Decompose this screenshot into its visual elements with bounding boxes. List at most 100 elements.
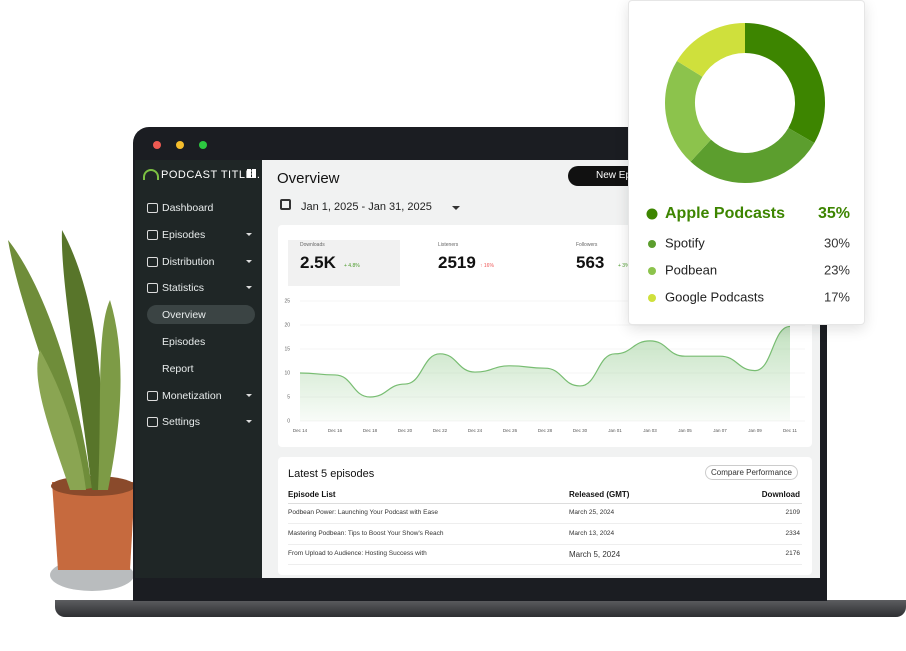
stat-value: 2.5K [300, 253, 336, 272]
x-tick-label: Dec 30 [573, 428, 588, 433]
stat-label: Followers [576, 242, 598, 248]
table-cell: March 13, 2024 [569, 529, 615, 537]
legend-dot [648, 267, 656, 275]
nav-caret [246, 259, 252, 266]
pot [52, 482, 135, 570]
line-area [300, 326, 790, 421]
plant-leaf [61, 230, 103, 490]
table-cell: Podbean Power: Launching Your Podcast wi… [288, 509, 438, 516]
plant [8, 230, 135, 591]
table-cell: From Upload to Audience: Hosting Success… [288, 550, 427, 557]
y-tick-label: 10 [284, 370, 290, 376]
row-rule [288, 523, 802, 524]
nav-caret [246, 420, 252, 426]
nav-item[interactable]: Episodes [162, 228, 206, 241]
date-range[interactable]: Jan 1, 2025 - Jan 31, 2025 [301, 201, 432, 213]
legend-dot [646, 208, 658, 220]
nav-item[interactable]: Episodes [162, 336, 206, 348]
x-tick-label: Dec 14 [293, 428, 308, 433]
stat-highlight [288, 240, 400, 286]
stat-change: ↑ 16% [480, 263, 494, 269]
donut-slice [744, 23, 825, 143]
legend-value: 17% [824, 289, 850, 304]
plant-leaf [37, 350, 86, 490]
sidebar: PODCAST TITLE.. Dashboard Episodes Distrib… [135, 160, 262, 578]
stat-change: + 3% [618, 263, 630, 269]
nav-caret [246, 232, 252, 239]
legend-label: Spotify [665, 235, 705, 250]
row-rule [288, 543, 802, 545]
nav-icon [147, 417, 158, 428]
x-tick-label: Dec 24 [468, 428, 483, 433]
nav-item[interactable]: Statistics [162, 282, 205, 295]
nav-active [147, 305, 255, 325]
table-cell: March 5, 2024 [569, 550, 621, 559]
donut-slice [665, 60, 712, 162]
stat-value: 2519 [438, 253, 476, 272]
header-rule [288, 503, 802, 504]
column-header: Released (GMT) [569, 490, 630, 499]
nav-caret [246, 393, 252, 400]
x-tick-label: Dec 16 [328, 428, 343, 433]
nav-icon [147, 229, 158, 240]
table-title: Latest 5 episodes [288, 468, 375, 480]
brand-icon [143, 169, 159, 180]
stat-value: 563 [576, 253, 605, 272]
x-tick-label: Dec 18 [363, 428, 378, 433]
table-cell: 2176 [785, 550, 800, 557]
nav-icon [147, 256, 158, 267]
window-dot [176, 141, 184, 149]
nav-item[interactable]: Report [162, 362, 194, 375]
legend-dot [648, 294, 656, 302]
y-tick-label: 5 [287, 394, 290, 400]
nav-item[interactable]: Settings [162, 416, 200, 429]
x-tick-label: Jan 01 [608, 428, 622, 433]
compare-button[interactable]: Compare Performance [705, 465, 798, 480]
nav-icon [147, 203, 158, 213]
table-cell: 2109 [785, 509, 800, 516]
stat-label: Listeners [438, 242, 459, 248]
line-chart: 0 5 10 15 20 25 Dec 14 Dec 16 Dec 18 Dec 20 Dec 22… [284, 298, 805, 433]
y-tick-label: 15 [284, 346, 290, 352]
table-cell: Mastering Podbean: Tips to Boost Your Sh… [288, 529, 444, 537]
donut-card: Apple Podcasts 35% Spotify 30% Podbean 23% Goo… [628, 0, 865, 325]
x-tick-label: Dec 20 [398, 428, 413, 433]
table-cell: 2334 [785, 529, 800, 537]
y-tick-label: 0 [287, 418, 290, 424]
column-header: Download [761, 490, 800, 499]
y-tick-label: 20 [284, 322, 290, 328]
legend-value: 23% [824, 262, 850, 277]
donut-chart: Apple Podcasts 35% Spotify 30% Podbean 23% Goo… [646, 23, 850, 304]
table-card: Latest 5 episodes Compare Performance Ep… [278, 457, 812, 575]
nav-icon [147, 390, 158, 401]
dropdown-caret [452, 206, 460, 214]
x-tick-label: Jan 09 [748, 428, 762, 433]
x-tick-label: Dec 26 [503, 428, 518, 433]
plant-leaf [98, 300, 121, 490]
table-cell: March 25, 2024 [569, 509, 615, 516]
window-dot [153, 141, 161, 149]
nav-item[interactable]: Dashboard [162, 202, 214, 214]
donut-slice [676, 23, 746, 78]
x-tick-label: Jan 07 [713, 428, 727, 433]
legend-value: 30% [824, 235, 850, 250]
donut-slice [690, 127, 815, 183]
x-tick-label: Dec 28 [538, 428, 553, 433]
nav-item[interactable]: Monetization [162, 389, 222, 402]
page-title: Overview [277, 170, 340, 187]
nav-icon [147, 283, 158, 294]
legend-label: Google Podcasts [665, 289, 765, 304]
legend-label: Podbean [665, 262, 717, 277]
legend-value: 35% [818, 205, 850, 222]
window-dot [199, 141, 207, 149]
y-tick-label: 25 [284, 298, 290, 304]
nav-caret [246, 286, 252, 292]
stat-label: Downloads [300, 242, 325, 248]
x-tick-label: Dec 11 [783, 428, 797, 433]
nav-item[interactable]: Overview [162, 309, 206, 322]
stat-change: + 4.8% [344, 263, 360, 269]
nav-item[interactable]: Distribution [162, 255, 215, 268]
x-tick-label: Jan 05 [678, 428, 692, 433]
x-tick-label: Dec 22 [433, 428, 448, 433]
